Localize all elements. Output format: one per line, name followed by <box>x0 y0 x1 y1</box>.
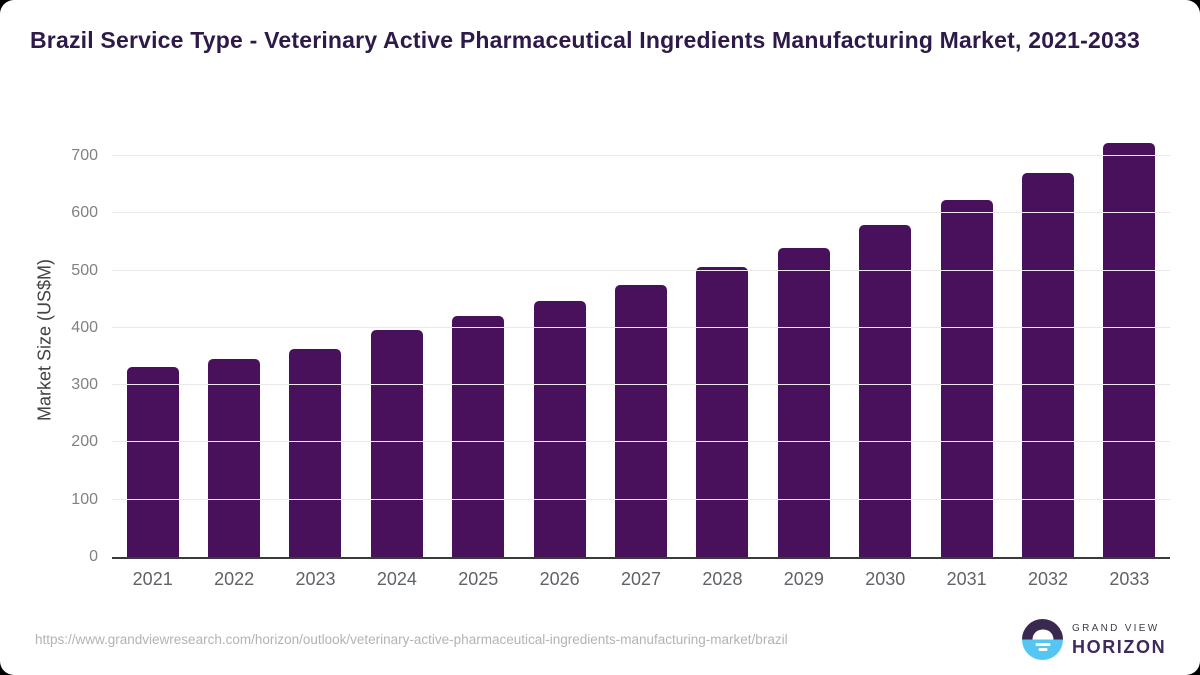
bar-slot <box>275 136 356 557</box>
y-tick-label: 200 <box>71 433 98 451</box>
bar-2032[interactable] <box>1021 173 1074 557</box>
bar-slot <box>519 136 600 557</box>
bar-slot <box>682 136 763 557</box>
y-tick-label: 600 <box>71 204 98 222</box>
sun-reflection-stripe <box>1035 643 1050 646</box>
x-axis-label-2021: 2021 <box>132 569 173 589</box>
x-axis-label-2027: 2027 <box>621 569 662 589</box>
x-axis-label-2026: 2026 <box>539 569 580 589</box>
gridline <box>112 326 1170 328</box>
brand-product-name: HORIZON <box>1072 636 1167 657</box>
plot-area <box>112 136 1170 559</box>
bar-slot <box>1007 136 1088 557</box>
gridline <box>112 212 1170 214</box>
bar-2030[interactable] <box>859 224 912 557</box>
bar-slot <box>438 136 519 557</box>
bar-slot <box>763 136 844 557</box>
horizon-sunrise-icon <box>1022 619 1063 660</box>
bar-2029[interactable] <box>777 247 830 557</box>
gridline <box>112 269 1170 271</box>
y-tick-label: 400 <box>71 318 98 336</box>
y-axis-tick-labels: 0 100 200 300 400 500 600 700 <box>0 136 98 565</box>
bar-slot <box>600 136 681 557</box>
bar-2031[interactable] <box>940 199 993 557</box>
x-axis-labels: 2021 2022 2023 2024 2025 2026 2027 2028 2029 2030… <box>112 569 1170 590</box>
y-tick-label: 0 <box>89 548 98 565</box>
brand-logo-text: GRAND VIEW HORIZON <box>1072 622 1167 657</box>
bar-2025[interactable] <box>452 315 505 557</box>
gridline <box>112 441 1170 443</box>
gridline <box>112 498 1170 500</box>
gridline <box>112 384 1170 386</box>
gridline <box>112 155 1170 157</box>
brand-name: GRAND VIEW <box>1072 622 1160 634</box>
bar-slot <box>112 136 193 557</box>
x-axis-label-2022: 2022 <box>214 569 255 589</box>
bar-2024[interactable] <box>370 329 423 557</box>
bar-2026[interactable] <box>533 300 586 557</box>
bar-2022[interactable] <box>208 358 261 557</box>
x-axis-label-2023: 2023 <box>295 569 336 589</box>
bar-2023[interactable] <box>289 348 342 557</box>
bar-slot <box>193 136 274 557</box>
bar-series <box>112 136 1170 557</box>
bar-2027[interactable] <box>615 284 668 557</box>
sun-reflection-stripe <box>1038 648 1047 651</box>
chart-title: Brazil Service Type - Veterinary Active … <box>30 27 1140 53</box>
bar-slot <box>926 136 1007 557</box>
bar-slot <box>1089 136 1170 557</box>
bar-2028[interactable] <box>696 267 749 557</box>
bar-2021[interactable] <box>126 367 179 557</box>
x-axis-label-2031: 2031 <box>946 569 987 589</box>
x-axis-label-2028: 2028 <box>702 569 743 589</box>
brand-logo: GRAND VIEW HORIZON <box>1022 619 1166 660</box>
y-tick-label: 300 <box>71 376 98 394</box>
x-axis-label-2030: 2030 <box>865 569 906 589</box>
bar-2033[interactable] <box>1103 142 1156 557</box>
y-tick-label: 700 <box>71 147 98 165</box>
y-tick-label: 500 <box>71 261 98 279</box>
bar-slot <box>845 136 926 557</box>
sun-shape <box>1032 629 1053 640</box>
source-url[interactable]: https://www.grandviewresearch.com/horizo… <box>35 632 788 647</box>
y-tick-label: 100 <box>71 490 98 508</box>
bar-slot <box>356 136 437 557</box>
x-axis-label-2032: 2032 <box>1027 569 1069 589</box>
x-axis-label-2024: 2024 <box>376 569 417 589</box>
x-axis-label-2029: 2029 <box>783 569 824 589</box>
x-axis-label-2033: 2033 <box>1109 569 1150 589</box>
x-axis-label-2025: 2025 <box>458 569 499 589</box>
